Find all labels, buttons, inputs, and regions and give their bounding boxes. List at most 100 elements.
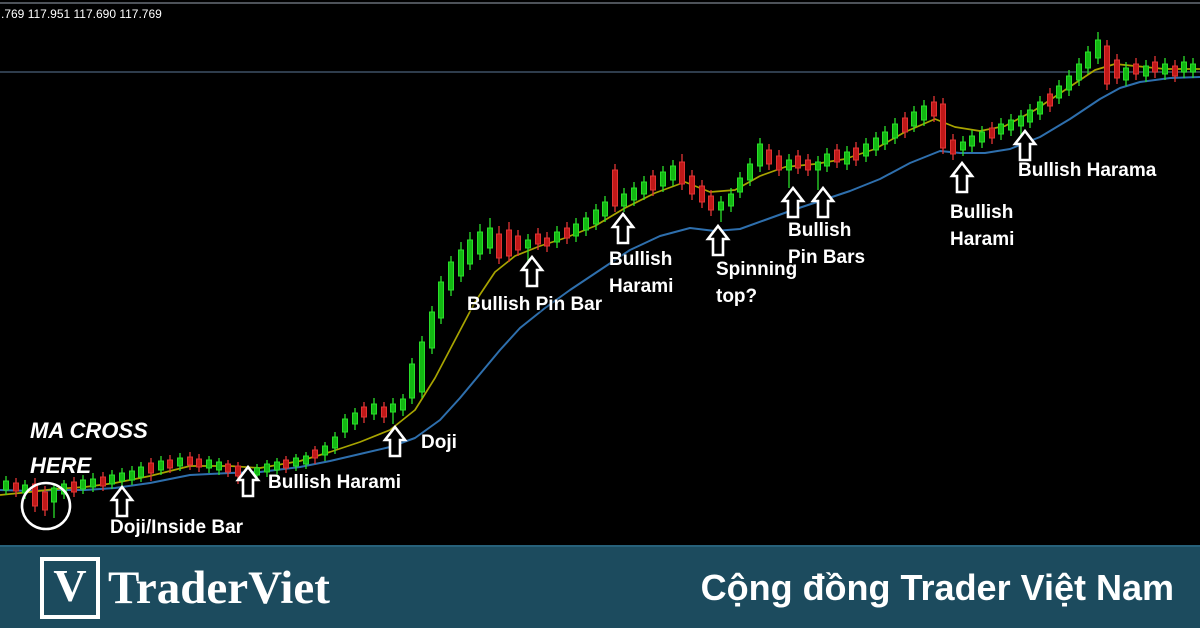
candlestick <box>593 209 599 225</box>
candlestick <box>148 462 154 474</box>
logo-letter: V <box>53 559 87 611</box>
candlestick <box>515 235 521 251</box>
candlestick <box>573 223 579 237</box>
candlestick <box>679 161 685 185</box>
candlestick <box>352 412 358 425</box>
candlestick <box>322 445 328 456</box>
candlestick <box>1076 63 1082 81</box>
candlestick <box>1095 39 1101 59</box>
candlestick <box>795 155 801 169</box>
candlestick <box>834 149 840 163</box>
candlestick <box>844 151 850 165</box>
candlestick <box>235 465 241 477</box>
candlestick <box>187 456 193 466</box>
candlestick <box>1037 101 1043 115</box>
candlestick <box>1027 109 1033 123</box>
candlestick <box>873 137 879 151</box>
candlestick <box>805 159 811 171</box>
candlestick <box>641 181 647 195</box>
candlestick <box>254 467 260 476</box>
candlestick <box>496 233 502 259</box>
candlestick <box>400 398 406 411</box>
candlestick <box>293 457 299 467</box>
candlestick <box>824 153 830 167</box>
candlestick <box>13 482 19 492</box>
candlestick <box>979 131 985 143</box>
candlestick <box>390 403 396 413</box>
candlestick <box>882 131 888 145</box>
candlestick <box>1181 61 1187 73</box>
candlestick <box>342 418 348 433</box>
spinning-top-up-arrow-icon <box>705 223 731 257</box>
price-chart-svg <box>0 32 1200 531</box>
candlestick <box>303 455 309 465</box>
candlestick <box>429 311 435 349</box>
candlestick <box>892 123 898 139</box>
candlestick <box>921 105 927 121</box>
window-top-border <box>0 2 1200 4</box>
candlestick <box>757 143 763 167</box>
candlestick <box>931 101 937 117</box>
candlestick <box>989 127 995 139</box>
candlestick <box>612 169 618 207</box>
candlestick <box>853 147 859 161</box>
candlestick <box>371 403 377 415</box>
candlestick <box>621 193 627 207</box>
candlestick <box>71 481 77 493</box>
candlestick <box>747 163 753 181</box>
branding-footer: V TraderViet Cộng đồng Trader Việt Nam <box>0 545 1200 628</box>
candlestick <box>544 237 550 247</box>
candlestick <box>42 491 48 511</box>
candlestick <box>786 159 792 171</box>
candlestick <box>1162 63 1168 75</box>
candlestick <box>940 103 946 149</box>
bullish-harama-up-arrow-icon <box>1012 128 1038 162</box>
candlestick <box>1133 63 1139 75</box>
ma-cross-here-highlight-circle <box>20 481 72 531</box>
candlestick <box>969 135 975 147</box>
candlestick <box>216 461 222 471</box>
brand-name: TraderViet <box>108 561 330 614</box>
candlestick <box>409 363 415 399</box>
candlestick <box>1104 45 1110 85</box>
candlestick <box>960 141 966 151</box>
candlestick-chart: .769 117.951 117.690 117.769 MA CROSS HER… <box>0 2 1200 538</box>
candlestick <box>1066 75 1072 91</box>
candlestick <box>631 187 637 201</box>
candlestick <box>419 341 425 393</box>
bullish-harami-3-up-arrow-icon <box>949 160 975 194</box>
candlestick <box>119 472 125 482</box>
candlestick <box>1047 93 1053 107</box>
candlestick <box>650 175 656 191</box>
candlestick <box>1190 63 1196 73</box>
candlestick <box>602 201 608 217</box>
candlestick <box>487 227 493 249</box>
candlestick <box>90 478 96 488</box>
doji-inside-bar-up-arrow-icon <box>109 484 135 518</box>
candlestick <box>670 165 676 181</box>
traderviet-logo-icon: V <box>40 556 100 619</box>
candlestick <box>80 479 86 490</box>
candlestick <box>1123 67 1129 81</box>
candlestick <box>274 461 280 471</box>
bullish-harami-2-up-arrow-icon <box>610 211 636 245</box>
candlestick <box>1152 61 1158 73</box>
bullish-pin-bars-up-arrow-icon <box>780 185 806 219</box>
candlestick <box>863 143 869 157</box>
candlestick <box>554 231 560 243</box>
candlestick <box>467 239 473 265</box>
candlestick <box>332 436 338 449</box>
ohlc-price-readout: .769 117.951 117.690 117.769 <box>1 7 162 21</box>
candlestick <box>950 139 956 155</box>
candlestick <box>535 233 541 245</box>
bullish-harami-1-up-arrow-icon <box>235 464 261 498</box>
candlestick <box>583 217 589 231</box>
candlestick <box>129 470 135 481</box>
candlestick <box>1085 51 1091 69</box>
candlestick <box>708 195 714 211</box>
candlestick <box>138 466 144 478</box>
candlestick <box>1114 59 1120 79</box>
candlestick <box>448 261 454 291</box>
candlestick <box>458 249 464 277</box>
community-tagline: Cộng đồng Trader Việt Nam <box>700 566 1174 608</box>
